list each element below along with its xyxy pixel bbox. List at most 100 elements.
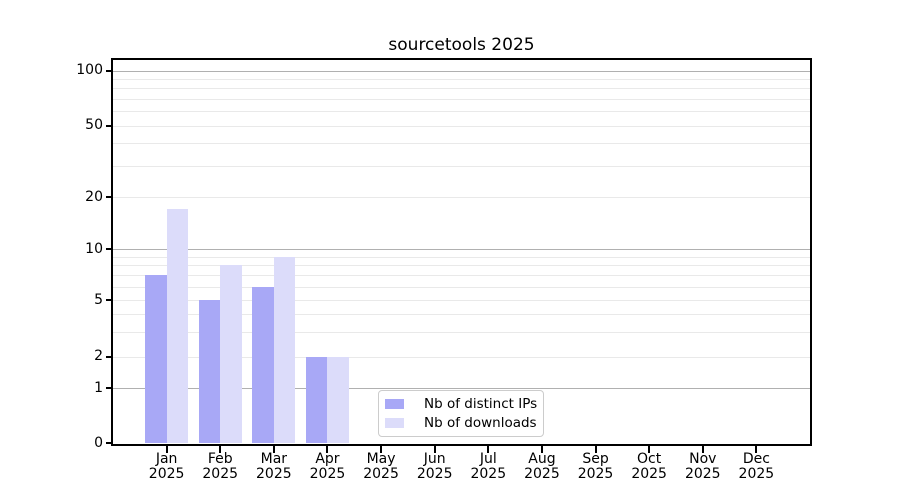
bar-feb-distinct-ips — [198, 300, 221, 444]
gridline-minor-5 — [113, 300, 810, 301]
x-tick-jun — [433, 445, 436, 453]
x-tick-month: Jun — [423, 450, 446, 467]
y-tick-label-0: 0 — [94, 434, 103, 451]
gridline-major-10 — [113, 249, 810, 250]
gridline-minor-20 — [113, 197, 810, 199]
x-tick-month: Apr — [315, 450, 340, 467]
gridline-minor-3 — [113, 331, 810, 333]
plot-area — [111, 57, 812, 446]
y-tick-1 — [106, 387, 113, 390]
gridline-minor-4 — [113, 313, 810, 315]
x-tick-oct — [648, 445, 651, 453]
x-tick-jan — [165, 445, 168, 453]
x-tick-month: Mar — [260, 450, 288, 467]
x-tick-label-jul: Jul 2025 — [456, 450, 520, 483]
y-tick-label-10: 10 — [85, 240, 103, 257]
x-tick-year: 2025 — [524, 466, 560, 482]
bar-mar-downloads — [273, 256, 296, 444]
gridline-minor-30 — [113, 165, 810, 167]
gridline-minor-70 — [113, 99, 810, 100]
x-tick-year: 2025 — [202, 466, 239, 482]
x-tick-label-apr: Apr 2025 — [295, 450, 359, 483]
x-tick-label-nov: Nov 2025 — [671, 450, 735, 483]
y-tick-100 — [106, 69, 113, 72]
x-tick-sep — [594, 445, 597, 453]
x-tick-year: 2025 — [256, 466, 292, 482]
gridline-major-100 — [113, 70, 810, 72]
x-tick-year: 2025 — [416, 466, 453, 482]
y-tick-2 — [106, 355, 113, 358]
gridline-minor-40 — [113, 143, 810, 145]
legend-label-distinct-ips: Nb of distinct IPs — [424, 396, 538, 412]
gridline-minor-9 — [113, 256, 810, 258]
y-tick-5 — [106, 299, 113, 301]
gridline-minor-80 — [113, 88, 810, 90]
legend-item-downloads: Nb of downloads — [385, 414, 539, 433]
y-tick-label-50: 50 — [85, 117, 103, 134]
x-tick-year: 2025 — [738, 466, 775, 482]
y-tick-10 — [106, 248, 113, 250]
legend-label-downloads: Nb of downloads — [424, 415, 537, 431]
x-tick-label-may: May 2025 — [349, 450, 413, 483]
legend: Nb of distinct IPs Nb of downloads — [378, 390, 544, 437]
x-tick-year: 2025 — [577, 466, 614, 482]
gridline-minor-50 — [113, 125, 810, 127]
x-tick-month: Feb — [207, 450, 233, 467]
gridline-minor-90 — [113, 79, 810, 81]
x-tick-label-mar: Mar 2025 — [242, 450, 306, 483]
x-tick-label-jan: Jan 2025 — [135, 450, 199, 483]
x-tick-dec — [755, 445, 758, 453]
gridline-major-1 — [113, 388, 810, 390]
x-tick-label-jun: Jun 2025 — [403, 450, 467, 483]
y-tick-label-5: 5 — [94, 291, 103, 308]
y-tick-label-100: 100 — [76, 62, 103, 79]
y-tick-label-1: 1 — [94, 379, 103, 396]
x-tick-year: 2025 — [684, 466, 721, 482]
x-tick-feb — [219, 445, 222, 453]
x-tick-label-feb: Feb 2025 — [188, 450, 252, 483]
x-tick-month: Aug — [528, 450, 556, 467]
x-tick-year: 2025 — [309, 466, 346, 482]
x-tick-month: May — [366, 450, 396, 467]
chart-title: sourcetools 2025 — [388, 35, 535, 55]
x-tick-year: 2025 — [470, 466, 507, 482]
x-tick-apr — [326, 445, 329, 453]
gridline-minor-7 — [113, 275, 810, 277]
legend-swatch-downloads — [385, 417, 404, 429]
x-tick-month: Jul — [479, 450, 497, 467]
x-tick-year: 2025 — [148, 466, 185, 482]
x-tick-label-dec: Dec 2025 — [724, 450, 788, 483]
bar-feb-downloads — [220, 265, 242, 444]
x-tick-nov — [701, 445, 704, 453]
gridline-minor-6 — [113, 286, 810, 288]
x-tick-jul — [487, 445, 490, 453]
x-tick-may — [380, 445, 383, 453]
x-tick-mar — [272, 445, 275, 453]
legend-swatch-distinct-ips — [385, 398, 404, 410]
x-tick-month: Jan — [155, 450, 178, 467]
bar-jan-downloads — [166, 209, 189, 444]
bar-apr-distinct-ips — [305, 356, 328, 444]
y-tick-50 — [106, 124, 113, 127]
y-tick-label-20: 20 — [85, 188, 103, 205]
gridline-minor-2 — [113, 356, 810, 358]
gridline-minor-60 — [113, 111, 810, 113]
y-tick-0 — [106, 442, 113, 445]
y-tick-20 — [106, 196, 113, 199]
x-tick-month: Sep — [582, 450, 609, 467]
bar-mar-distinct-ips — [252, 286, 274, 444]
x-tick-label-sep: Sep 2025 — [564, 450, 628, 483]
x-tick-aug — [540, 445, 543, 453]
x-tick-year: 2025 — [363, 466, 399, 482]
x-tick-year: 2025 — [631, 466, 667, 482]
bar-apr-downloads — [327, 356, 349, 444]
y-tick-label-2: 2 — [94, 348, 103, 365]
x-tick-label-oct: Oct 2025 — [617, 451, 681, 483]
bar-jan-distinct-ips — [145, 275, 167, 444]
x-tick-label-aug: Aug 2025 — [510, 450, 574, 483]
legend-item-distinct-ips: Nb of distinct IPs — [385, 395, 539, 414]
gridline-minor-8 — [113, 265, 810, 267]
x-tick-month: Nov — [689, 450, 717, 467]
x-tick-month: Dec — [742, 450, 770, 467]
